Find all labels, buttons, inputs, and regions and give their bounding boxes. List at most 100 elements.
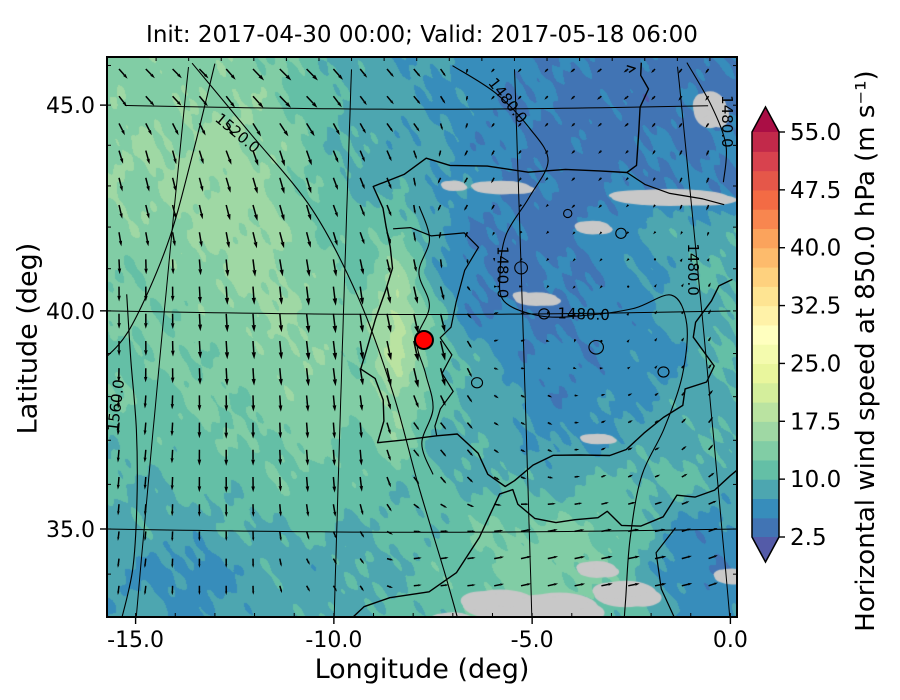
wind-arrow — [466, 476, 474, 483]
wind-arrow — [198, 68, 209, 79]
wind-arrow — [654, 474, 661, 478]
wind-arrow — [680, 231, 683, 235]
wind-arrow — [707, 336, 711, 342]
wind-arrow — [413, 177, 416, 187]
wind-arrow — [413, 476, 420, 485]
contour-label: 1480.0 — [484, 74, 531, 126]
wind-arrow — [332, 504, 337, 517]
wind-arrow — [279, 232, 285, 249]
wind-arrow — [517, 95, 522, 100]
wind-arrow — [116, 422, 120, 436]
wind-arrow — [332, 313, 338, 334]
location-marker — [413, 329, 434, 350]
wind-arrow — [305, 340, 311, 361]
wind-arrow — [171, 585, 174, 596]
wind-arrow — [145, 150, 150, 165]
wind-arrow — [305, 123, 315, 137]
wind-arrow — [517, 122, 522, 127]
wind-arrow — [705, 95, 710, 101]
wind-arrow — [600, 339, 603, 343]
colorbar-tick-label: 32.5 — [790, 294, 841, 320]
wind-arrow — [519, 230, 523, 235]
contour-label: 1480.0 — [493, 246, 511, 299]
wind-arrow — [652, 177, 656, 182]
wind-arrow — [332, 123, 340, 136]
geopotential-contour-loop — [563, 208, 573, 219]
wind-arrow — [599, 312, 603, 316]
wind-arrow — [144, 585, 147, 595]
colorbar-tick-label: 55.0 — [790, 120, 841, 146]
wind-arrow — [279, 504, 282, 517]
wind-arrow — [386, 313, 392, 333]
wind-arrow — [544, 122, 549, 127]
wind-arrow — [708, 528, 718, 533]
wind-arrow — [386, 231, 391, 244]
wind-arrow — [651, 68, 656, 73]
wind-arrow — [494, 529, 504, 533]
wind-arrow — [224, 340, 230, 360]
wind-arrow — [224, 395, 229, 412]
wind-arrow — [197, 504, 201, 517]
wind-arrow — [359, 68, 368, 78]
wind-arrow — [572, 312, 576, 316]
colorbar: 2.5 10.0 17.5 25.0 32.5 40.0 47.5 55.0 — [751, 105, 841, 564]
x-axis-label: Longitude (deg) — [314, 654, 530, 685]
geopotential-contour-loop — [588, 339, 604, 355]
wind-arrow — [440, 556, 449, 560]
wind-arrow — [413, 313, 419, 334]
wind-arrow — [544, 150, 549, 154]
wind-arrow — [413, 122, 420, 132]
wind-arrow — [332, 531, 337, 539]
wind-arrow — [708, 500, 717, 505]
wind-arrow — [545, 177, 549, 181]
wind-arrow — [279, 531, 282, 542]
contour-label: 1480.0 — [718, 95, 736, 147]
wind-arrow — [359, 177, 365, 190]
wind-arrow — [197, 422, 202, 439]
wind-arrow — [601, 583, 613, 587]
wind-arrow — [494, 285, 498, 288]
wind-arrow — [493, 449, 500, 454]
wind-arrow — [546, 258, 550, 262]
wind-arrow — [439, 259, 443, 269]
colorbar-tick-label: 17.5 — [790, 409, 841, 435]
wind-arrow — [413, 395, 419, 408]
wind-arrow — [439, 123, 443, 131]
wind-arrow — [251, 286, 256, 305]
wind-arrow — [252, 585, 255, 595]
wind-arrow — [705, 122, 710, 129]
wind-arrow — [654, 528, 666, 533]
wind-arrow — [278, 340, 283, 360]
wind-arrow — [681, 418, 687, 424]
wind-arrow — [251, 422, 255, 439]
wind-arrow — [546, 339, 550, 342]
wind-arrow — [571, 177, 576, 182]
wind-arrow — [305, 585, 310, 592]
wind-arrow — [627, 502, 636, 505]
wind-arrow — [626, 339, 630, 343]
graticule-parallel — [107, 310, 731, 315]
colorbar-band — [752, 421, 779, 442]
wind-arrow — [278, 286, 284, 305]
wind-arrow — [251, 313, 256, 333]
wind-arrow — [678, 68, 683, 74]
wind-arrow — [171, 123, 179, 136]
colorbar-band — [752, 382, 779, 403]
wind-arrow — [145, 123, 152, 136]
wind-arrow — [466, 313, 472, 319]
colorbar-band — [752, 402, 779, 422]
wind-arrow — [170, 476, 174, 491]
wind-arrow — [681, 473, 688, 478]
wind-arrow — [601, 447, 606, 451]
wind-arrow — [626, 312, 630, 316]
wind-arrow — [278, 368, 283, 386]
wind-arrow — [466, 68, 469, 74]
geopotential-contour — [121, 294, 138, 617]
wind-arrow — [440, 449, 447, 457]
wind-arrow — [332, 95, 342, 108]
geopotential-contour-loop — [538, 308, 551, 320]
wind-arrow — [626, 258, 630, 262]
colorbar-band — [752, 170, 779, 191]
